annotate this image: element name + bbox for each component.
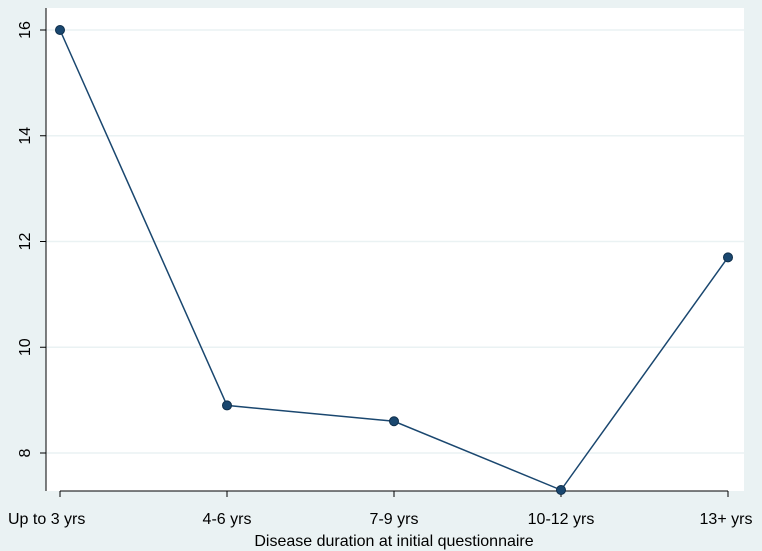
x-tick-label-3: 10-12 yrs (528, 511, 595, 528)
x-tick-label-1: 4-6 yrs (203, 511, 252, 528)
y-tick-label-12: 12 (17, 233, 34, 251)
data-point-2 (389, 416, 399, 427)
series (55, 25, 733, 496)
y-tick-label-8: 8 (17, 448, 34, 457)
data-point-3 (556, 485, 566, 496)
x-axis-title: Disease duration at initial questionnair… (254, 533, 533, 550)
gridlines (46, 29, 744, 454)
plot-area (46, 8, 744, 491)
y-tick-label-10: 10 (17, 338, 34, 356)
axes: 8 10 12 14 16 Up to 3 yrs 4-6 yrs 7-9 yrs 10-12 … (8, 8, 752, 528)
x-tick-label-0: Up to 3 yrs (8, 511, 85, 528)
x-tick-label-2: 7-9 yrs (370, 511, 419, 528)
data-point-0 (55, 25, 65, 35)
x-tick-label-4: 13+ yrs (700, 511, 753, 528)
y-tick-label-14: 14 (17, 127, 34, 145)
y-tick-label-16: 16 (17, 21, 34, 39)
data-point-4 (723, 252, 733, 263)
data-point-1 (222, 400, 232, 411)
